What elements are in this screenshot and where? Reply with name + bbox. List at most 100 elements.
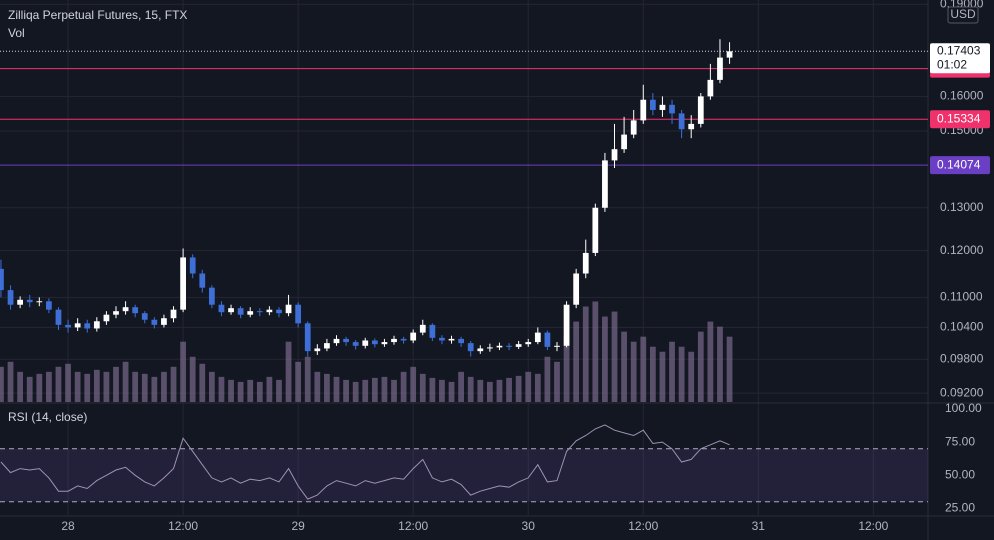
volume-bar: [726, 336, 733, 402]
candle-body: [7, 290, 14, 305]
volume-bar: [362, 379, 369, 402]
candle-body: [362, 340, 369, 346]
x-tick-label: 12:00: [858, 519, 888, 533]
volume-bar: [189, 356, 196, 402]
candle-body: [669, 104, 675, 114]
volume-bar: [410, 366, 417, 402]
volume-bar: [487, 381, 493, 402]
volume-bar: [304, 356, 311, 402]
currency-box: [947, 6, 979, 24]
candle-body: [477, 348, 484, 352]
price-label: 0.15334: [937, 111, 981, 125]
volume-bar: [65, 363, 71, 402]
candle-body: [65, 324, 71, 328]
candle-body: [429, 324, 436, 338]
candle-body: [592, 207, 599, 253]
candle-body: [208, 287, 215, 305]
candle-body: [247, 311, 254, 315]
volume-bar: [7, 361, 14, 402]
volume-bar: [439, 379, 445, 402]
volume-bar: [256, 381, 263, 402]
candle-body: [103, 314, 110, 322]
candle-body: [324, 343, 330, 349]
candle-body: [487, 347, 493, 349]
x-tick-label: 12:00: [168, 519, 198, 533]
candle-body: [391, 338, 397, 343]
candle-body: [419, 324, 426, 333]
candle-body: [371, 340, 378, 345]
volume-bar: [496, 379, 503, 402]
candle-body: [717, 57, 723, 80]
volume-bar: [285, 341, 292, 402]
volume-bar: [573, 321, 580, 402]
candle-body: [640, 99, 647, 121]
candle-body: [448, 338, 455, 341]
volume-bar: [113, 366, 119, 402]
candle-body: [141, 313, 148, 320]
volume-bar: [544, 356, 551, 402]
volume-bar: [582, 306, 589, 402]
volume-bar: [621, 331, 627, 402]
candle-body: [228, 308, 234, 313]
rsi-title: RSI (14, close): [8, 410, 87, 424]
volume-bar: [717, 326, 723, 402]
last-price-box: [930, 43, 990, 74]
candle-body: [602, 160, 608, 208]
candle-body: [630, 120, 637, 135]
volume-bar: [563, 336, 570, 402]
candle-body: [439, 337, 445, 341]
volume-bar: [688, 351, 695, 402]
volume-bar: [515, 375, 522, 402]
volume-bar: [132, 371, 139, 402]
volume-bar: [352, 381, 359, 402]
candle-body: [611, 149, 618, 161]
candle-body: [707, 79, 714, 97]
volume-bar: [180, 341, 186, 402]
volume-bar: [237, 381, 244, 402]
candle-body: [554, 345, 560, 347]
volume-bar: [36, 373, 43, 402]
volume-bar: [266, 376, 273, 402]
y-tick-label: 0.11000: [940, 290, 983, 304]
candle-body: [410, 332, 417, 341]
volume-bar: [554, 361, 560, 402]
volume-label: Vol: [8, 26, 25, 40]
candle-body: [151, 319, 158, 325]
volume-bar: [343, 379, 349, 402]
candle-body: [36, 301, 43, 303]
candle-body: [333, 338, 340, 344]
candle-body: [381, 342, 388, 345]
volume-bar: [103, 371, 110, 402]
candle-body: [496, 345, 503, 348]
volume-bar: [707, 321, 714, 402]
x-tick-label: 28: [61, 519, 75, 533]
x-tick-label: 30: [522, 519, 536, 533]
candle-body: [170, 309, 177, 319]
candle-body: [0, 268, 4, 291]
price-label: 0.14074: [937, 157, 981, 171]
candle-body: [93, 321, 100, 329]
candle-body: [659, 104, 666, 110]
candle-body: [218, 304, 225, 313]
rsi-band-fill: [0, 448, 928, 502]
volume-bar: [324, 373, 330, 402]
y-tick-label: 0.09200: [940, 385, 984, 399]
volume-bar: [697, 331, 704, 402]
volume-bar: [228, 379, 234, 402]
volume-bar: [276, 379, 282, 402]
volume-bar: [640, 336, 647, 402]
volume-bar: [333, 376, 340, 402]
volume-bar: [218, 376, 225, 402]
volume-bar: [630, 341, 637, 402]
candle-body: [467, 343, 474, 352]
rsi-tick-label: 25.00: [945, 501, 975, 515]
rsi-tick-label: 75.00: [945, 434, 975, 448]
volume-bar: [46, 371, 52, 402]
y-tick-label: 0.19000: [940, 0, 984, 10]
candle-body: [285, 304, 292, 314]
volume-bar: [199, 363, 206, 402]
candle-body: [113, 311, 119, 315]
x-tick-label: 12:00: [628, 519, 658, 533]
candle-body: [544, 332, 551, 347]
